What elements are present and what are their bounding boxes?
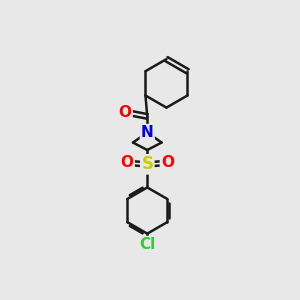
Text: Cl: Cl <box>139 237 155 252</box>
Text: N: N <box>141 125 154 140</box>
Text: O: O <box>121 154 134 169</box>
Text: O: O <box>118 105 132 120</box>
Text: S: S <box>141 155 153 173</box>
Text: O: O <box>161 154 174 169</box>
